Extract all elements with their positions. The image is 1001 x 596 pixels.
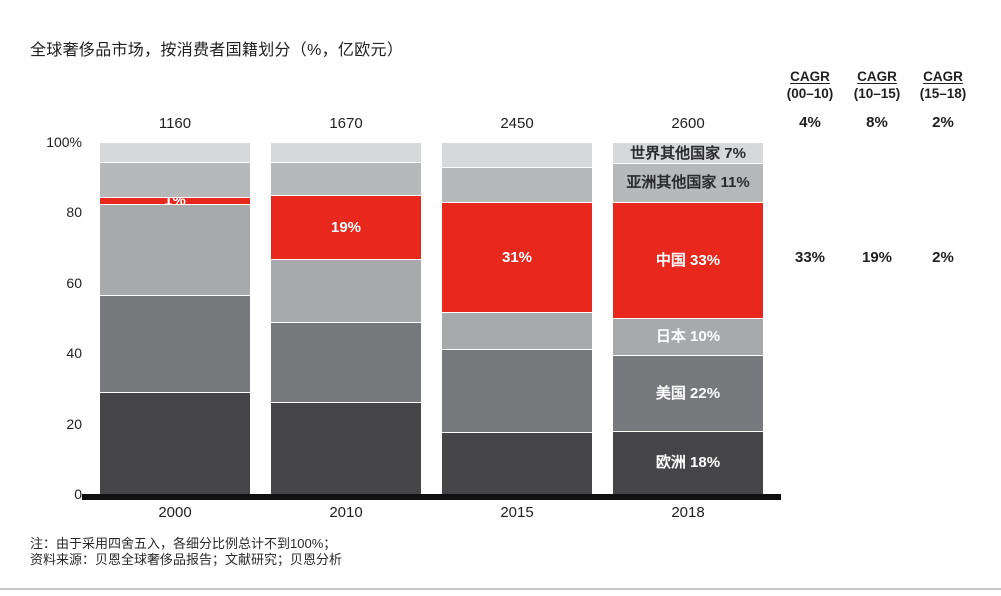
bar-total-2018: 2600 xyxy=(671,115,705,132)
bar-segment-rest-of-asia-2010 xyxy=(271,162,421,195)
segment-label-china-2015: 31% xyxy=(501,248,533,266)
bar-total-2000: 1160 xyxy=(158,115,192,132)
bar-segment-china-2015: 31% xyxy=(442,202,592,312)
bar-segment-rest-of-world-2018: 世界其他国家 7% xyxy=(613,142,763,164)
bar-segment-rest-of-world-2015 xyxy=(442,142,592,167)
footnotes: 注：由于采用四舍五入，各细分比例总计不到100%； 资料来源：贝恩全球奢侈品报告… xyxy=(30,536,342,567)
bar-segment-usa-2000 xyxy=(100,295,250,392)
x-axis-label-2015: 2015 xyxy=(500,504,534,521)
bar-segment-rest-of-asia-2018: 亚洲其他国家 11% xyxy=(613,163,763,202)
y-axis-tick-20: 20 xyxy=(66,415,82,432)
cagr-china-value-3: 2% xyxy=(932,249,954,266)
bar-segment-rest-of-asia-2015 xyxy=(442,166,592,203)
bar-segment-china-2018: 中国 33% xyxy=(613,201,763,318)
bar-segment-rest-of-world-2010 xyxy=(271,142,421,163)
bar-total-2015: 2450 xyxy=(500,115,534,132)
cagr-header-period-3: (15–18) xyxy=(919,86,967,101)
bar-segment-usa-2015 xyxy=(442,348,592,432)
segment-label-japan-2018: 日本 10% xyxy=(655,328,721,346)
y-axis-tick-100: 100% xyxy=(46,134,82,150)
cagr-header-title-2: CAGR xyxy=(857,69,897,84)
x-axis-baseline xyxy=(82,494,781,500)
y-axis-tick-80: 80 xyxy=(66,204,82,221)
chart-title: 全球奢侈品市场，按消费者国籍划分（%，亿欧元） xyxy=(30,42,404,59)
bar-segment-usa-2018: 美国 22% xyxy=(613,354,763,431)
footnote-note: 注：由于采用四舍五入，各细分比例总计不到100%； xyxy=(30,536,337,551)
segment-label-china-2010: 19% xyxy=(330,219,362,236)
cagr-header-col-1: CAGR (00–10) xyxy=(772,68,848,102)
bar-segment-europe-2018: 欧洲 18% xyxy=(613,430,763,494)
cagr-total-value-1: 4% xyxy=(799,114,821,131)
bar-segment-japan-2010 xyxy=(271,259,421,322)
x-axis-label-2000: 2000 xyxy=(158,504,192,521)
bottom-divider xyxy=(0,588,1001,590)
bar-segment-rest-of-world-2000 xyxy=(100,142,250,163)
cagr-header-title-3: CAGR xyxy=(923,69,963,84)
cagr-header-title-1: CAGR xyxy=(790,69,830,84)
cagr-total-value-3: 2% xyxy=(932,114,954,131)
bar-segment-japan-2000 xyxy=(100,203,250,296)
cagr-header-col-3: CAGR (15–18) xyxy=(905,68,981,102)
bar-total-2010: 1670 xyxy=(329,115,363,132)
bar-segment-japan-2018: 日本 10% xyxy=(613,318,763,355)
footnote-source: 资料来源：贝恩全球奢侈品报告；文献研究；贝恩分析 xyxy=(30,551,343,567)
x-axis-label-2018: 2018 xyxy=(671,504,705,521)
cagr-header-period-1: (00–10) xyxy=(786,86,834,101)
segment-label-europe-2018: 欧洲 18% xyxy=(655,454,721,472)
cagr-china-value-1: 33% xyxy=(794,249,826,266)
bar-segment-rest-of-asia-2000 xyxy=(100,162,250,197)
cagr-china-value-2: 19% xyxy=(861,249,893,266)
cagr-header-period-2: (10–15) xyxy=(853,86,901,101)
y-axis-tick-60: 60 xyxy=(66,274,82,291)
bar-segment-china-2000: 1% xyxy=(100,193,250,208)
segment-label-rest-of-asia-2018: 亚洲其他国家 11% xyxy=(626,174,750,192)
bar-segment-europe-2010 xyxy=(271,402,421,494)
cagr-header-col-2: CAGR (10–15) xyxy=(839,68,915,102)
x-axis-label-2010: 2010 xyxy=(329,504,363,521)
bar-segment-europe-2015 xyxy=(442,431,592,494)
segment-label-usa-2018: 美国 22% xyxy=(655,384,721,402)
bar-segment-usa-2010 xyxy=(271,321,421,403)
y-axis-tick-0: 0 xyxy=(74,486,82,502)
cagr-total-value-2: 8% xyxy=(866,114,888,131)
segment-label-china-2000: 1% xyxy=(164,192,186,210)
segment-label-china-2018: 中国 33% xyxy=(655,251,721,269)
bar-segment-japan-2015 xyxy=(442,311,592,349)
segment-label-rest-of-world-2018: 世界其他国家 7% xyxy=(630,144,746,162)
bar-segment-europe-2000 xyxy=(100,391,250,494)
bar-segment-china-2010: 19% xyxy=(271,194,421,260)
y-axis-tick-40: 40 xyxy=(66,345,82,362)
